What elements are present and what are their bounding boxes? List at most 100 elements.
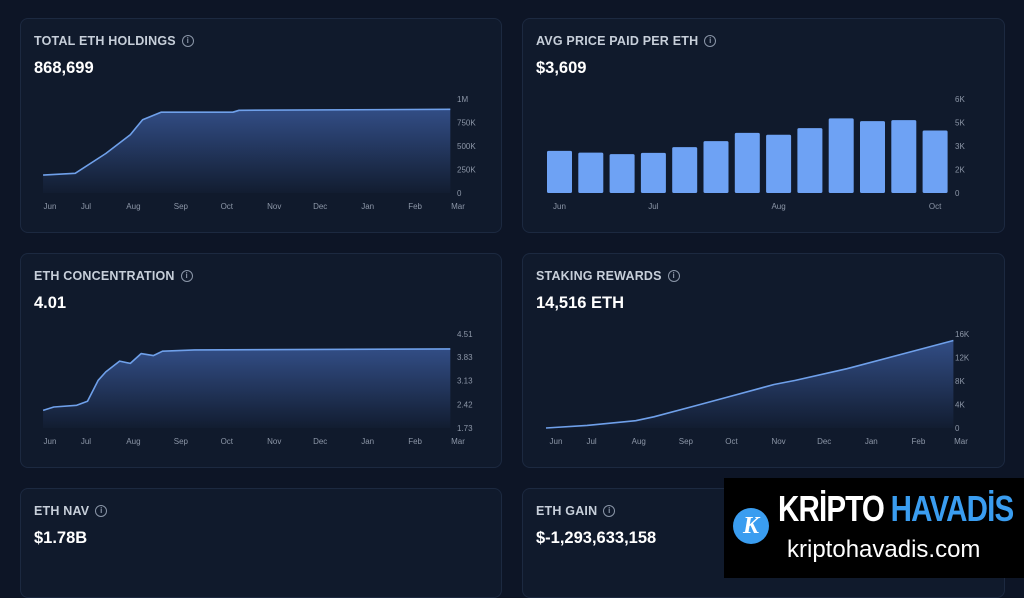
y-tick-label: 4K <box>955 401 965 410</box>
brand-part-1: KRİPTO <box>778 488 885 529</box>
total-eth-holdings-chart: 0 250K 500K 750K 1M Jun Jul Aug Sep Oct Nov Dec Jan F… <box>43 95 476 211</box>
x-tick-label: Aug <box>126 437 140 446</box>
series-line <box>43 108 451 176</box>
bar <box>922 130 948 193</box>
y-tick-label: 250K <box>457 166 476 175</box>
y-tick-label: 0 <box>457 189 462 198</box>
card-title-text: STAKING REWARDS <box>536 269 662 283</box>
info-icon[interactable]: i <box>603 505 616 517</box>
card-title: TOTAL ETH HOLDINGS i <box>34 34 194 48</box>
bar <box>891 120 917 193</box>
y-tick-label: 12K <box>955 354 970 363</box>
y-tick-label: 750K <box>457 119 476 128</box>
watermark-logo-icon: K <box>733 508 769 544</box>
card-value: 14,516 ETH <box>536 294 625 312</box>
y-tick-label: 1.73 <box>457 424 473 433</box>
card-title-text: ETH NAV <box>34 504 90 518</box>
bar <box>797 128 823 193</box>
x-tick-label: Jan <box>361 202 374 211</box>
x-tick-label: Jul <box>648 202 658 211</box>
x-tick-label: Mar <box>954 437 968 446</box>
card-value: $1.78B <box>34 529 88 547</box>
y-tick-label: 3.83 <box>457 353 473 362</box>
x-tick-label: Jun <box>550 437 563 446</box>
y-tick-label: 0 <box>955 424 960 433</box>
card-avg-price-paid: AVG PRICE PAID PER ETH i $3,609 0 2K 3K 5K 6K… <box>522 18 1005 233</box>
brand-part-2: HAVADİS <box>890 488 1015 529</box>
x-tick-label: Jan <box>865 437 878 446</box>
info-icon[interactable]: i <box>180 270 193 282</box>
avg-price-chart: 0 2K 3K 5K 6K Jun Jul Aug Oct <box>547 95 965 211</box>
x-tick-label: Aug <box>632 437 646 446</box>
card-title-text: ETH GAIN <box>536 504 598 518</box>
bar <box>828 118 854 193</box>
y-tick-label: 6K <box>955 95 965 104</box>
card-total-eth-holdings: TOTAL ETH HOLDINGS i 868,699 0 250K 500K 750… <box>20 18 502 233</box>
card-title-text: AVG PRICE PAID PER ETH <box>536 34 699 48</box>
bar <box>609 154 635 193</box>
y-tick-label: 2.42 <box>457 401 473 410</box>
x-tick-label: Mar <box>451 437 465 446</box>
x-tick-label: Oct <box>221 437 234 446</box>
bar <box>734 132 760 193</box>
info-icon[interactable]: i <box>704 35 717 47</box>
x-tick-label: Dec <box>313 202 327 211</box>
y-tick-label: 16K <box>955 330 970 339</box>
x-tick-label: Feb <box>912 437 926 446</box>
bar <box>672 147 698 193</box>
x-tick-label: Nov <box>771 437 785 446</box>
y-tick-label: 500K <box>457 142 476 151</box>
card-eth-nav: ETH NAV i $1.78B <box>20 488 502 598</box>
x-tick-label: Jul <box>81 437 91 446</box>
x-tick-label: Dec <box>313 437 327 446</box>
x-tick-label: Jul <box>586 437 596 446</box>
card-title-text: ETH CONCENTRATION <box>34 269 175 283</box>
x-tick-label: Nov <box>267 202 281 211</box>
card-value: 4.01 <box>34 294 67 312</box>
card-value: $-1,293,633,158 <box>536 529 657 547</box>
x-tick-label: Sep <box>174 202 189 211</box>
bar <box>578 152 604 193</box>
watermark: K KRİPTO HAVADİS kriptohavadis.com <box>724 478 1024 578</box>
info-icon[interactable]: i <box>667 270 680 282</box>
card-value: 868,699 <box>34 59 94 77</box>
x-tick-label: Sep <box>679 437 694 446</box>
x-tick-label: Aug <box>771 202 785 211</box>
bar <box>640 152 666 193</box>
y-tick-label: 8K <box>955 377 965 386</box>
x-tick-label: Feb <box>408 202 422 211</box>
watermark-brand: KRİPTO HAVADİS <box>778 488 1015 529</box>
x-tick-label: Jun <box>44 437 57 446</box>
card-value: $3,609 <box>536 59 587 77</box>
x-tick-label: Jun <box>44 202 57 211</box>
card-title: ETH CONCENTRATION i <box>34 269 193 283</box>
y-tick-label: 4.51 <box>457 330 473 339</box>
card-eth-concentration: ETH CONCENTRATION i 4.01 1.73 2.42 3.13 3.83… <box>20 253 502 468</box>
area-fill <box>546 340 954 428</box>
x-tick-label: Oct <box>725 437 738 446</box>
info-icon[interactable]: i <box>181 35 194 47</box>
series-line <box>42 348 451 412</box>
area-fill <box>43 348 451 428</box>
x-tick-label: Jan <box>361 437 374 446</box>
card-title: STAKING REWARDS i <box>536 269 680 283</box>
y-tick-label: 3.13 <box>457 377 473 386</box>
y-tick-label: 5K <box>955 119 965 128</box>
card-title: ETH GAIN i <box>536 504 616 518</box>
watermark-url: kriptohavadis.com <box>787 536 981 563</box>
x-tick-label: Mar <box>451 202 465 211</box>
x-tick-label: Aug <box>126 202 140 211</box>
y-tick-label: 2K <box>955 166 965 175</box>
staking-rewards-chart: 0 4K 8K 12K 16K Jun Jul Aug Sep Oct Nov Dec Jan Feb Ma… <box>545 330 970 446</box>
y-tick-label: 1M <box>457 95 468 104</box>
eth-concentration-chart: 1.73 2.42 3.13 3.83 4.51 Jun Jul Aug Sep Oct Nov De… <box>42 330 473 446</box>
x-tick-label: Nov <box>267 437 281 446</box>
series-line <box>545 339 954 429</box>
x-tick-label: Feb <box>408 437 422 446</box>
x-tick-label: Jul <box>81 202 91 211</box>
x-tick-label: Sep <box>174 437 189 446</box>
x-tick-label: Jun <box>553 202 566 211</box>
card-title: ETH NAV i <box>34 504 108 518</box>
card-staking-rewards: STAKING REWARDS i 14,516 ETH 0 4K 8K 12K 16K J… <box>522 253 1005 468</box>
info-icon[interactable]: i <box>95 505 108 517</box>
